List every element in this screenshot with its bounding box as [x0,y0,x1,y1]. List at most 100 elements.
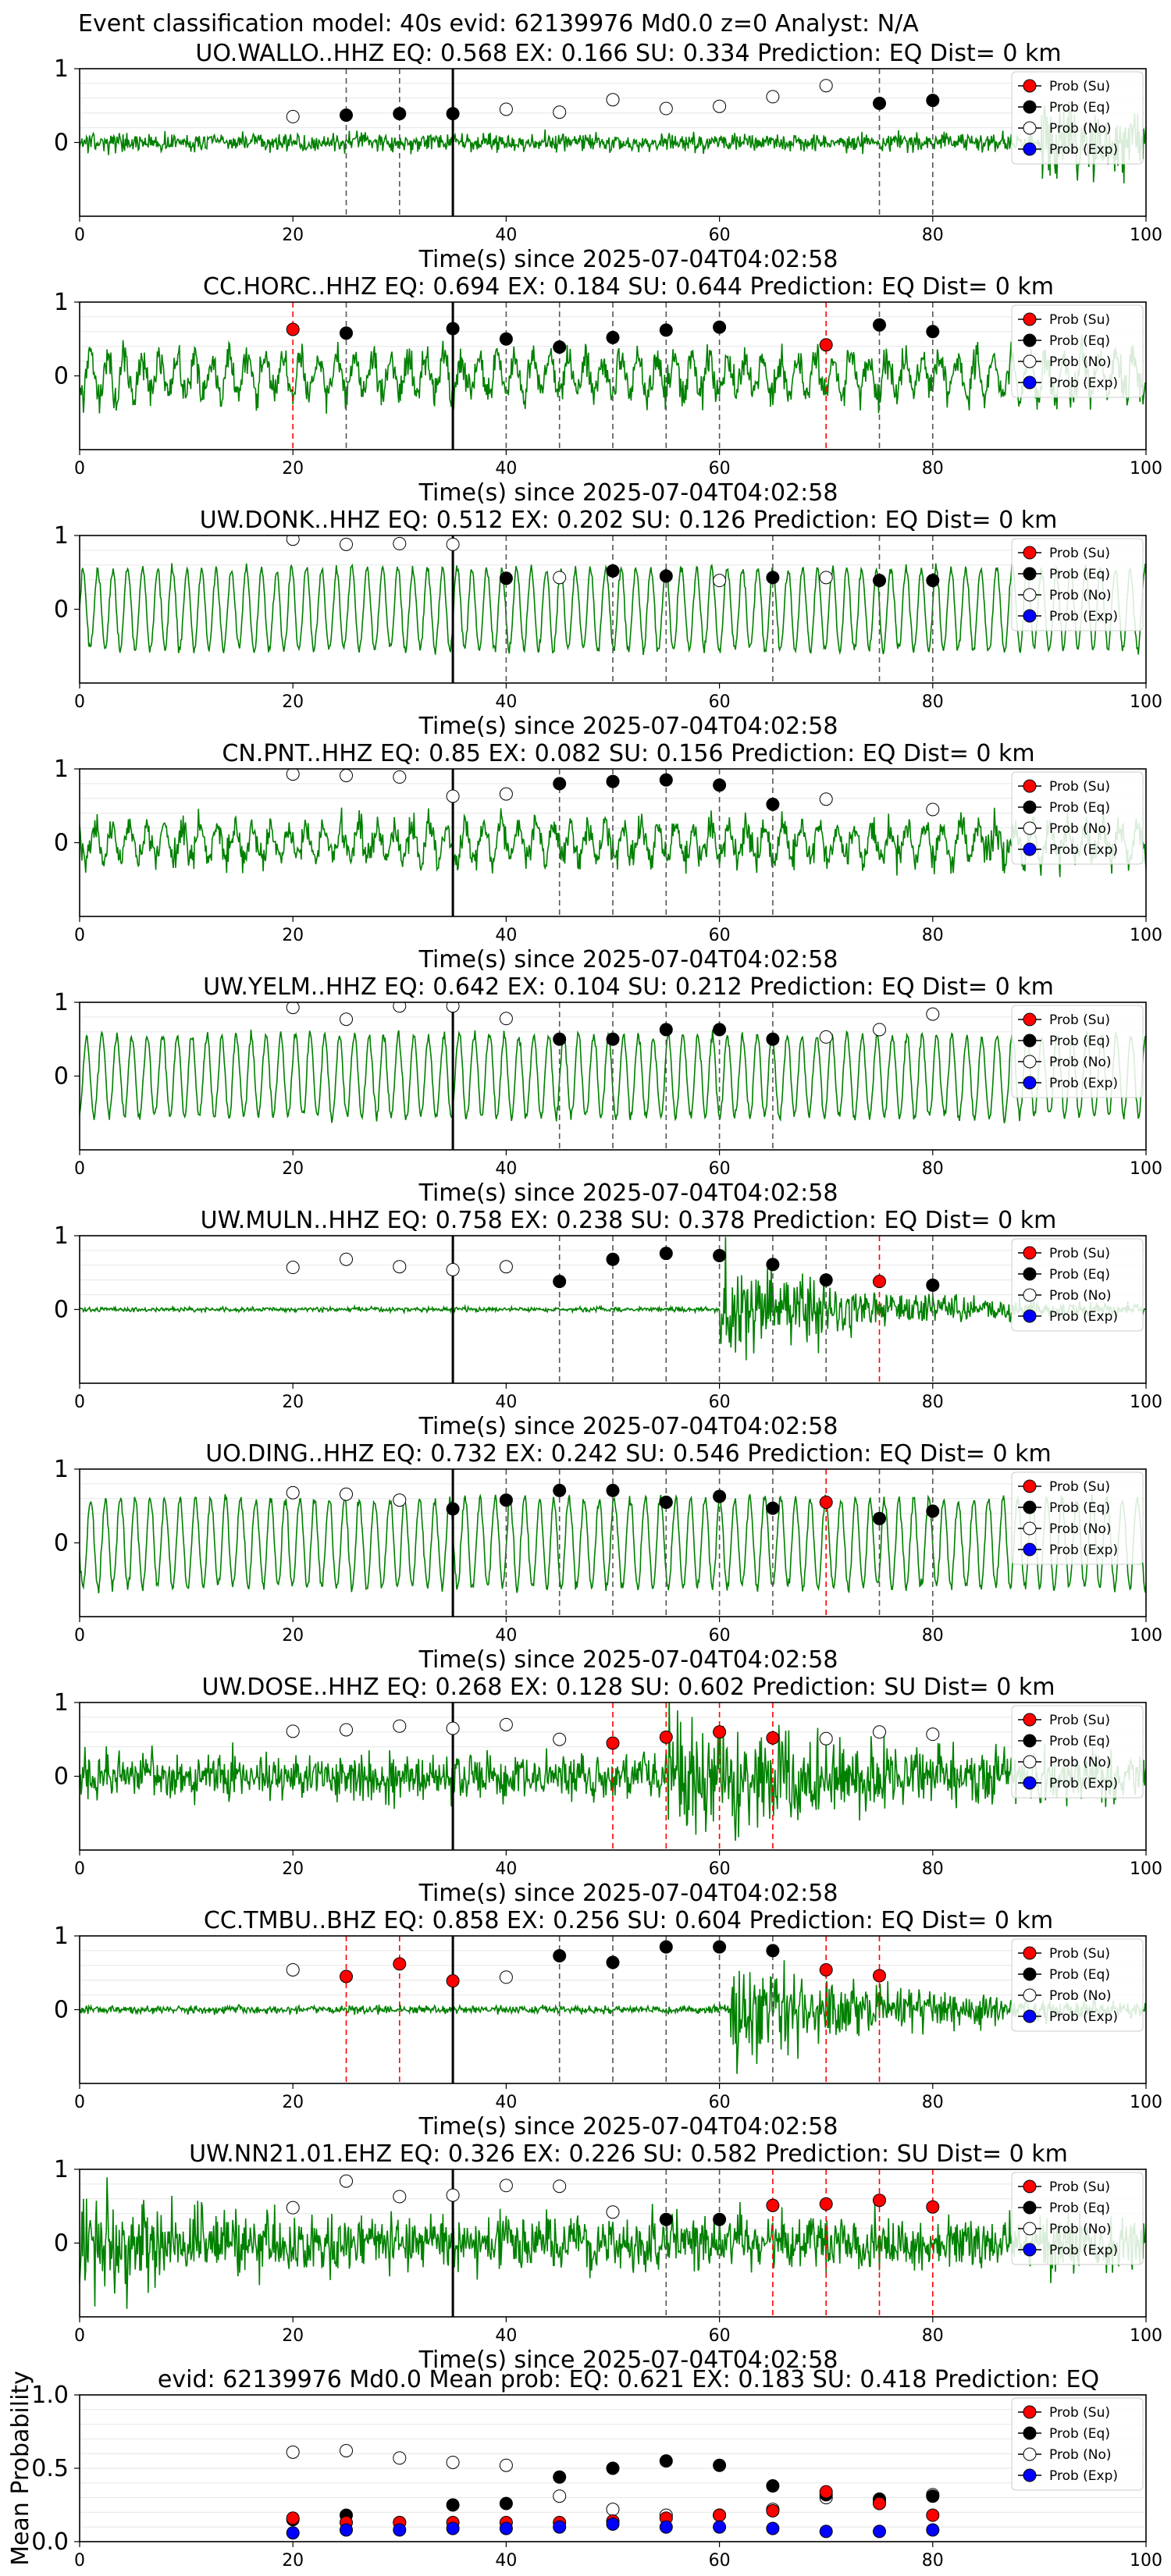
legend-label-no: Prob (No) [1049,1055,1112,1070]
legend-label-su: Prob (Su) [1049,1012,1110,1028]
y-tick-label: 1 [54,1923,69,1950]
x-tick-label: 40 [495,2093,517,2112]
station-panel-7: UO.DING..HHZ EQ: 0.732 EX: 0.242 SU: 0.5… [54,1440,1162,1674]
waveform-trace [80,1703,1146,1841]
prob-point-eq [926,1278,940,1292]
prob-point-no [393,1493,407,1507]
prob-point-no [286,1261,300,1275]
prob-point-eq [713,1940,727,1954]
x-tick-label: 80 [922,926,944,945]
mean-point-exp [340,2523,353,2537]
plot-area [80,302,1146,450]
y-tick-label: 1 [54,1222,69,1250]
prob-point-eq [713,1489,727,1503]
prob-point-no [286,109,300,123]
prob-point-no [393,2190,407,2204]
legend-label-no: Prob (No) [1049,1755,1112,1770]
plot-area [80,69,1146,216]
x-tick-label: 20 [282,1626,304,1646]
y-tick-label: 1 [54,1456,69,1483]
waveform-trace [80,1236,1146,1361]
prob-point-eq [553,1275,567,1289]
prob-point-eq [873,1511,886,1525]
mean-point-exp [553,2520,567,2534]
legend-label-no: Prob (No) [1049,1521,1112,1537]
prob-point-su [819,2197,833,2211]
legend-marker-no [1023,1521,1037,1535]
prob-point-no [340,1252,353,1266]
prob-point-su [873,2194,886,2208]
legend-marker-no [1023,121,1037,135]
y-tick-label: 1 [54,522,69,550]
prob-point-eq [766,1258,780,1272]
prob-point-su [819,338,833,352]
y-tick-label: 0.5 [31,2455,69,2482]
x-tick-label: 0 [74,1393,85,1412]
prob-point-no [286,1962,300,1976]
x-axis-label: Time(s) since 2025-07-04T04:02:58 [418,1880,838,1907]
legend-marker-su [1023,2179,1037,2194]
prob-point-no [286,1485,300,1500]
plot-area [80,1002,1146,1150]
y-tick-label: 0 [54,1063,69,1091]
legend-label-no: Prob (No) [1049,821,1112,837]
x-axis-label: Time(s) since 2025-07-04T04:02:58 [418,2113,838,2140]
y-tick-label: 0 [54,1763,69,1791]
prob-point-su [819,1496,833,1510]
legend-label-eq: Prob (Eq) [1049,800,1110,816]
prob-point-no [499,787,513,801]
mean-point-exp [286,2526,300,2540]
legend-label-no: Prob (No) [1049,1988,1112,2004]
axes-frame [79,1702,1147,1851]
station-panel-4: CN.PNT..HHZ EQ: 0.85 EX: 0.082 SU: 0.156… [54,740,1162,973]
legend-marker-no [1023,354,1037,368]
prob-point-no [553,2179,567,2194]
prob-point-no [286,1002,300,1015]
x-tick-label: 100 [1130,1393,1162,1412]
legend-marker-su [1023,1246,1037,1260]
x-tick-label: 20 [282,459,304,479]
legend-marker-eq [1023,2201,1037,2215]
legend: Prob (Su) Prob (Eq) Prob (No) Prob (Exp) [1011,1238,1144,1332]
prob-point-su [340,1969,353,1984]
prob-point-no [340,1487,353,1501]
legend-marker-eq [1023,333,1037,347]
prob-point-eq [499,571,513,585]
prob-point-eq [926,94,940,108]
prob-point-su [873,1969,886,1983]
x-tick-label: 80 [922,692,944,712]
legend: Prob (Su) Prob (Eq) Prob (No) Prob (Exp) [1011,71,1144,165]
legend-label-no: Prob (No) [1049,121,1112,137]
legend-label-eq: Prob (Eq) [1049,1034,1110,1049]
legend-label-su: Prob (Su) [1049,312,1110,328]
x-tick-label: 40 [495,926,517,945]
legend-marker-no [1023,2222,1037,2236]
legend-label-su: Prob (Su) [1049,546,1110,561]
plot-area [80,1236,1146,1383]
legend-label-eq: Prob (Eq) [1049,1500,1110,1516]
prob-point-eq [553,1949,567,1963]
mean-point-no [446,2455,460,2469]
y-tick-label: 1.0 [31,2382,69,2409]
x-axis-label: Time(s) since 2025-07-04T04:02:58 [418,2347,838,2374]
legend-marker-eq [1023,1034,1037,1048]
x-tick-label: 80 [922,226,944,245]
station-panel-6: UW.MULN..HHZ EQ: 0.758 EX: 0.238 SU: 0.3… [54,1207,1162,1440]
mean-point-eq [926,2489,940,2503]
legend-label-exp: Prob (Exp) [1049,1776,1118,1791]
legend-label-eq: Prob (Eq) [1049,1267,1110,1283]
legend-label-no: Prob (No) [1049,2447,1112,2463]
prob-point-eq [606,564,620,578]
prob-point-no [819,792,833,806]
legend-box [1011,2172,1144,2265]
waveform-trace [80,563,1146,656]
x-tick-label: 100 [1130,459,1162,479]
prob-point-no [340,1723,353,1737]
mean-point-su [819,2485,833,2499]
legend-label-eq: Prob (Eq) [1049,333,1110,349]
x-tick-label: 0 [74,226,85,245]
legend-label-su: Prob (Su) [1049,1479,1110,1495]
prob-point-eq [553,340,567,354]
x-tick-label: 100 [1130,1159,1162,1179]
x-tick-label: 0 [74,1859,85,1879]
